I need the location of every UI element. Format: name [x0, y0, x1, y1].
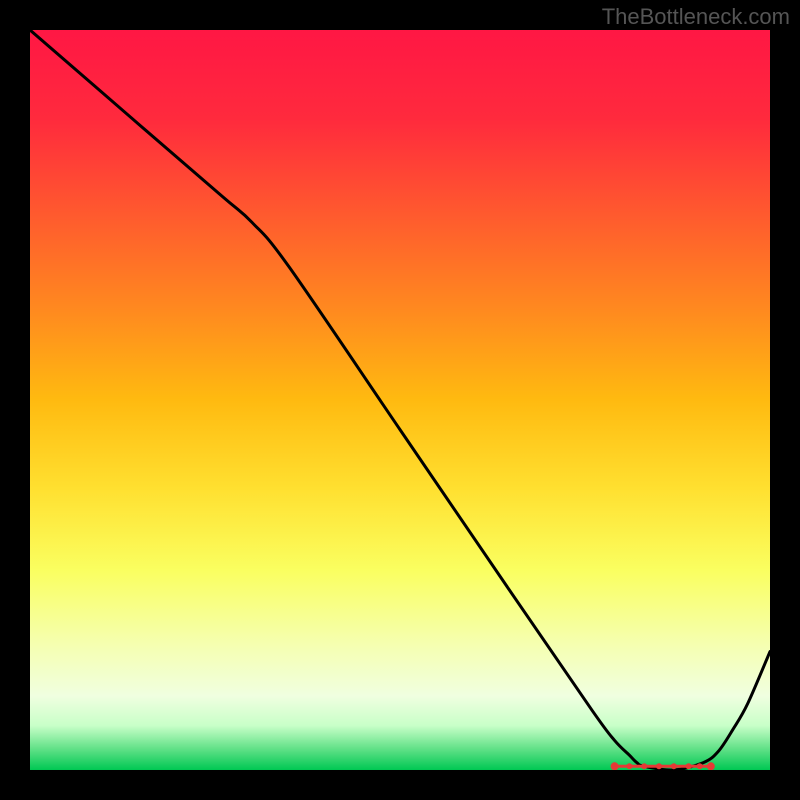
plot-area	[30, 30, 770, 770]
gradient-background	[30, 30, 770, 770]
chart-container: TheBottleneck.com	[0, 0, 800, 800]
watermark-text: TheBottleneck.com	[602, 4, 790, 30]
